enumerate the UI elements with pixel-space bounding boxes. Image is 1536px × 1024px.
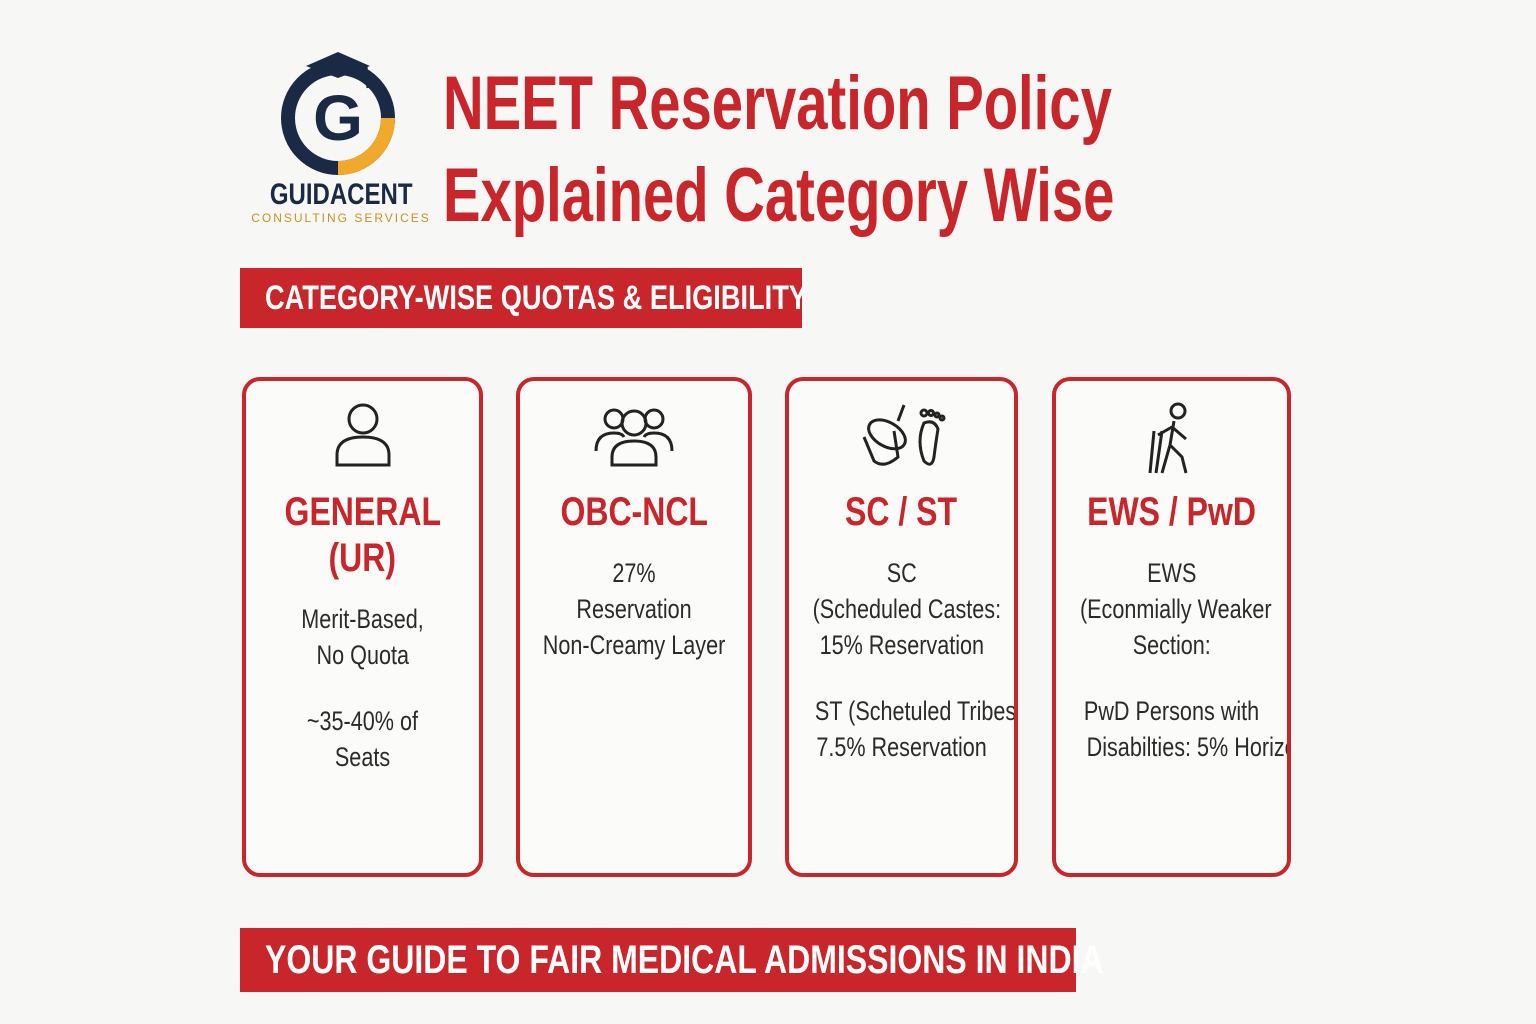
title-line: Explained Category Wise bbox=[443, 153, 1115, 238]
card-paragraph: 27% Reservation Non-Creamy Layer bbox=[520, 555, 748, 663]
card-text-line: No Quota bbox=[316, 640, 409, 670]
category-card: SC / ST SC (Scheduled Castes: 15% Reservati… bbox=[785, 377, 1018, 877]
card-text-line: ST (Schetuled Tribes: bbox=[814, 696, 1018, 726]
card-title-line: OBC-NCL bbox=[560, 490, 708, 534]
footer-banner: YOUR GUIDE TO FAIR MEDICAL ADMISSIONS IN… bbox=[240, 928, 1104, 992]
card-text-line: 27% bbox=[612, 558, 656, 588]
card-text-line: ~35-40% of bbox=[306, 706, 419, 736]
category-card: GENERAL (UR) Merit-Based, No Quota ~35-40% o… bbox=[242, 377, 483, 877]
card-paragraph: ST (Schetuled Tribes: 7.5% Reservation bbox=[789, 693, 1014, 765]
card-text-line: SC bbox=[886, 558, 917, 588]
card-title: SC / ST bbox=[789, 489, 1014, 535]
logo-letter: G bbox=[313, 82, 363, 154]
section-banner-text: CATEGORY-WISE QUOTAS & ELIGIBILITY bbox=[265, 279, 807, 317]
brand-name: GUIDACENT bbox=[269, 178, 413, 211]
card-text-line: EWS bbox=[1146, 558, 1197, 588]
card-paragraph: Merit-Based, No Quota bbox=[246, 601, 479, 673]
card-text-line: (Scheduled Castes: bbox=[812, 594, 1002, 624]
card-paragraph: EWS (Econmially Weaker Section: bbox=[1056, 555, 1287, 663]
card-text-line: (Econmially Weaker bbox=[1079, 594, 1272, 624]
card-text-line: Disabilties: 5% Horizontal bbox=[1086, 732, 1287, 762]
card-text-line: PwD Persons with bbox=[1083, 696, 1260, 726]
card-paragraph: PwD Persons with Disabilties: 5% Horizont… bbox=[1056, 693, 1287, 765]
title-line: NEET Reservation Policy bbox=[443, 61, 1112, 146]
card-paragraph: ~35-40% of Seats bbox=[246, 703, 479, 775]
card-text-line: Merit-Based, bbox=[301, 604, 424, 634]
card-text-line: Section: bbox=[1132, 630, 1211, 660]
card-title: EWS / PwD bbox=[1056, 489, 1287, 535]
card-title-line: EWS / PwD bbox=[1087, 490, 1256, 534]
brand-sub: CONSULTING SERVICES bbox=[251, 211, 431, 225]
category-card: OBC-NCL 27% Reservation Non-Creamy Layer bbox=[516, 377, 752, 877]
card-title: GENERAL (UR) bbox=[246, 489, 479, 581]
title: NEET Reservation Policy Explained Catego… bbox=[443, 58, 1350, 242]
card-icon bbox=[1056, 401, 1287, 474]
card-text-line: Non-Creamy Layer bbox=[542, 630, 726, 660]
footer-banner-text: YOUR GUIDE TO FAIR MEDICAL ADMISSIONS IN… bbox=[265, 938, 1104, 982]
card-title: OBC-NCL bbox=[520, 489, 748, 535]
logo-mark: G bbox=[281, 52, 395, 175]
card-icon bbox=[789, 401, 1014, 471]
card-text-line: Reservation bbox=[576, 594, 692, 624]
category-card: EWS / PwD EWS (Econmially Weaker Section: Pw… bbox=[1052, 377, 1291, 877]
card-text-line: 7.5% Reservation bbox=[816, 732, 987, 762]
card-icon bbox=[246, 401, 479, 471]
card-text-line: 15% Reservation bbox=[819, 630, 984, 660]
brand: GUIDACENT bbox=[246, 178, 436, 212]
card-title-line: (UR) bbox=[328, 536, 397, 580]
card-paragraph: SC (Scheduled Castes: 15% Reservation bbox=[789, 555, 1014, 663]
card-text-line: Seats bbox=[334, 742, 391, 772]
card-title-line: SC / ST bbox=[845, 490, 958, 534]
card-title-line: GENERAL bbox=[284, 490, 441, 534]
section-banner: CATEGORY-WISE QUOTAS & ELIGIBILITY bbox=[240, 268, 807, 328]
card-icon bbox=[520, 401, 748, 471]
